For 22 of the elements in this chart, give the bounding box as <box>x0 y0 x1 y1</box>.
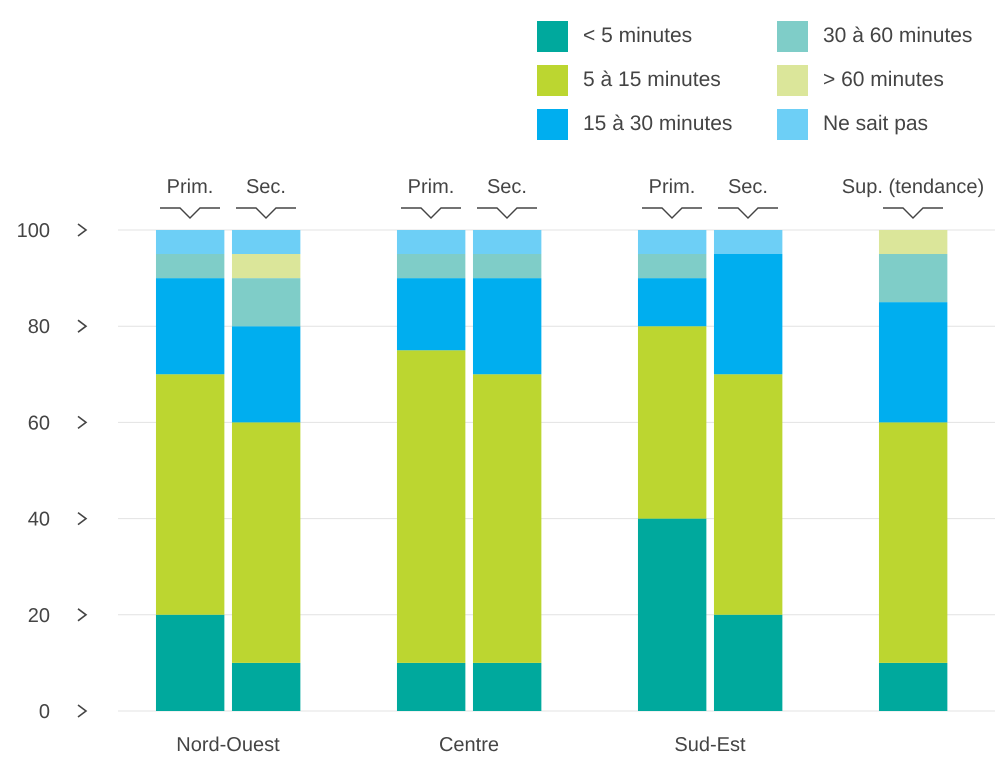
x-tick-label: Sec. <box>246 176 286 198</box>
x-tick-label: Sec. <box>728 176 768 198</box>
y-tick-label: 60 <box>28 412 50 434</box>
x-tick-label: Sup. (tendance) <box>840 176 986 199</box>
legend-label: 5 à 15 minutes <box>583 68 721 92</box>
legend-label: < 5 minutes <box>583 24 692 48</box>
y-tick-label: 80 <box>28 316 50 338</box>
legend-label: > 60 minutes <box>823 68 944 92</box>
legend-label: Ne sait pas <box>823 112 928 136</box>
y-tick-label: 20 <box>28 604 50 627</box>
x-tick-label: Prim. <box>166 176 214 198</box>
text: Nord-Ouest <box>175 734 281 757</box>
y-tick-label: 40 <box>28 508 50 531</box>
text: Sud-Est <box>673 734 747 757</box>
y-tick-label: 0 <box>38 701 50 723</box>
legend-label: 30 à 60 minutes <box>823 24 972 48</box>
y-tick-label: 100 <box>16 220 50 242</box>
legend-label: 15 à 30 minutes <box>583 112 732 136</box>
x-tick-label: Prim. <box>648 176 696 198</box>
x-tick-label: Sec. <box>486 176 527 198</box>
text: Centre <box>438 734 500 757</box>
x-tick-label: Prim. <box>408 176 454 198</box>
